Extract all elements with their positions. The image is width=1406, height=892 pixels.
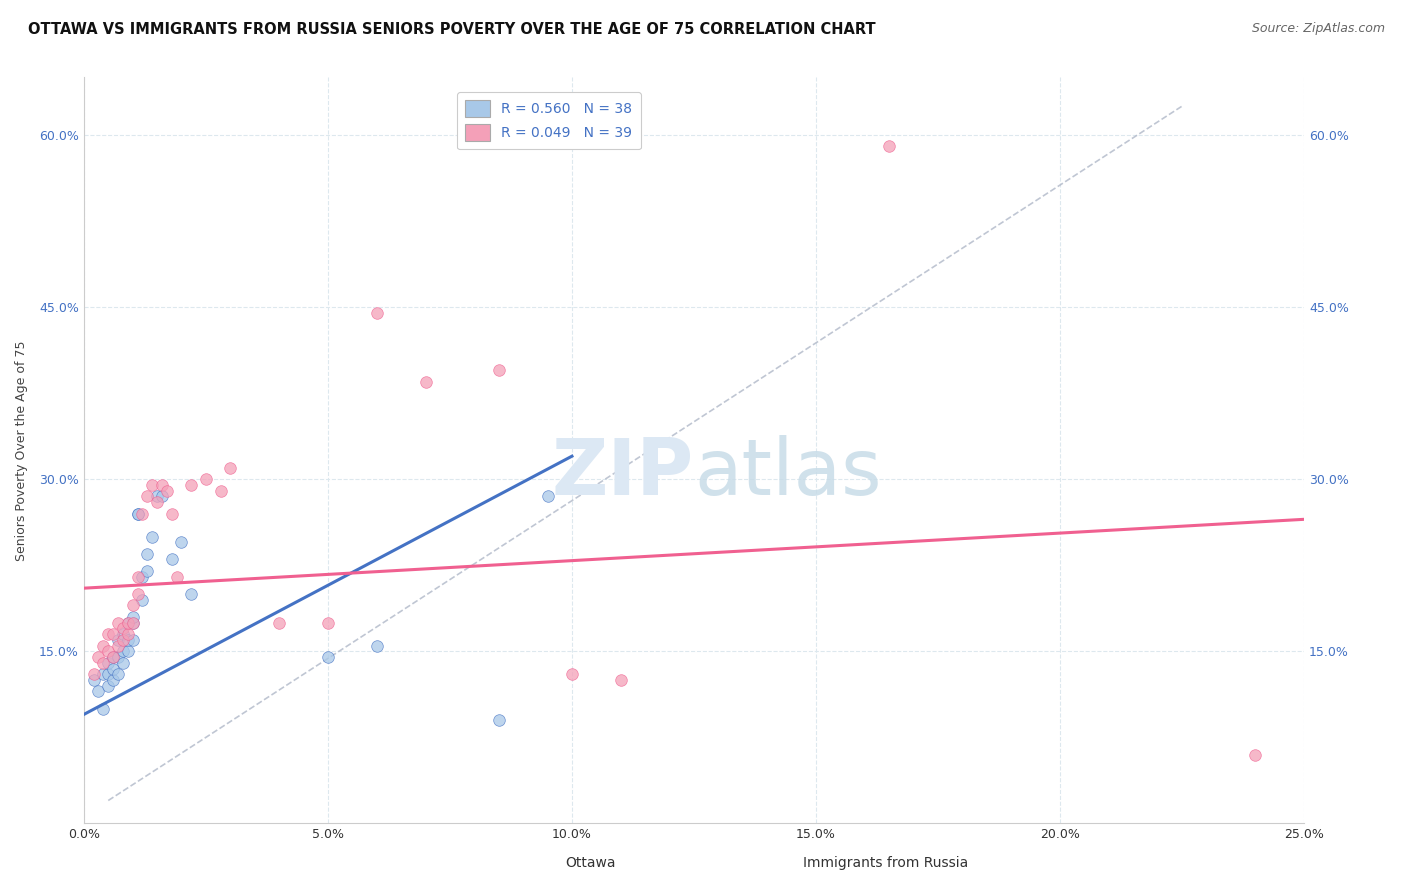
Point: [366, 639, 388, 653]
Text: Immigrants from Russia: Immigrants from Russia: [803, 855, 969, 870]
Point: [160, 507, 183, 521]
Point: [209, 483, 232, 498]
Point: [1244, 747, 1267, 762]
Point: [415, 375, 437, 389]
Point: [83, 673, 105, 687]
Point: [166, 570, 188, 584]
Point: [93, 667, 115, 681]
Point: [107, 639, 129, 653]
Y-axis label: Seniors Poverty Over the Age of 75: Seniors Poverty Over the Age of 75: [15, 340, 28, 561]
Point: [117, 627, 139, 641]
Point: [136, 489, 159, 503]
Text: ZIP: ZIP: [551, 434, 695, 511]
Point: [111, 627, 134, 641]
Point: [141, 529, 163, 543]
Point: [117, 615, 139, 630]
Point: [121, 599, 143, 613]
Point: [121, 615, 143, 630]
Point: [97, 644, 120, 658]
Point: [117, 644, 139, 658]
Point: [93, 639, 115, 653]
Point: [97, 667, 120, 681]
Point: [316, 650, 339, 665]
Point: [156, 483, 179, 498]
Point: [610, 673, 633, 687]
Point: [136, 547, 159, 561]
Legend: R = 0.560   N = 38, R = 0.049   N = 39: R = 0.560 N = 38, R = 0.049 N = 39: [457, 92, 641, 149]
Point: [488, 363, 510, 377]
Text: atlas: atlas: [695, 434, 882, 511]
Point: [146, 495, 169, 509]
Point: [131, 570, 153, 584]
Point: [127, 507, 149, 521]
Point: [180, 478, 202, 492]
Text: Ottawa: Ottawa: [565, 855, 616, 870]
Point: [121, 632, 143, 647]
Point: [194, 472, 217, 486]
Point: [93, 656, 115, 670]
Point: [101, 661, 124, 675]
Point: [97, 656, 120, 670]
Point: [150, 489, 173, 503]
Point: [93, 701, 115, 715]
Point: [160, 552, 183, 566]
Point: [127, 570, 149, 584]
Point: [101, 627, 124, 641]
Point: [107, 615, 129, 630]
Point: [107, 650, 129, 665]
Point: [117, 632, 139, 647]
Point: [316, 615, 339, 630]
Point: [127, 587, 149, 601]
Point: [117, 615, 139, 630]
Point: [111, 656, 134, 670]
Point: [87, 650, 110, 665]
Point: [111, 644, 134, 658]
Point: [101, 650, 124, 665]
Point: [121, 615, 143, 630]
Point: [366, 306, 388, 320]
Point: [101, 650, 124, 665]
Point: [97, 679, 120, 693]
Text: OTTAWA VS IMMIGRANTS FROM RUSSIA SENIORS POVERTY OVER THE AGE OF 75 CORRELATION : OTTAWA VS IMMIGRANTS FROM RUSSIA SENIORS…: [28, 22, 876, 37]
Point: [131, 592, 153, 607]
Point: [219, 460, 242, 475]
Point: [83, 667, 105, 681]
Point: [111, 621, 134, 635]
Point: [146, 489, 169, 503]
Point: [170, 535, 193, 549]
Point: [267, 615, 290, 630]
Point: [536, 489, 558, 503]
Point: [141, 478, 163, 492]
Point: [180, 587, 202, 601]
Point: [127, 507, 149, 521]
Point: [97, 627, 120, 641]
Point: [488, 713, 510, 727]
Point: [150, 478, 173, 492]
Point: [877, 139, 900, 153]
Point: [107, 667, 129, 681]
Text: Source: ZipAtlas.com: Source: ZipAtlas.com: [1251, 22, 1385, 36]
Point: [107, 632, 129, 647]
Point: [111, 632, 134, 647]
Point: [87, 684, 110, 698]
Point: [136, 564, 159, 578]
Point: [131, 507, 153, 521]
Point: [121, 610, 143, 624]
Point: [561, 667, 583, 681]
Point: [101, 673, 124, 687]
